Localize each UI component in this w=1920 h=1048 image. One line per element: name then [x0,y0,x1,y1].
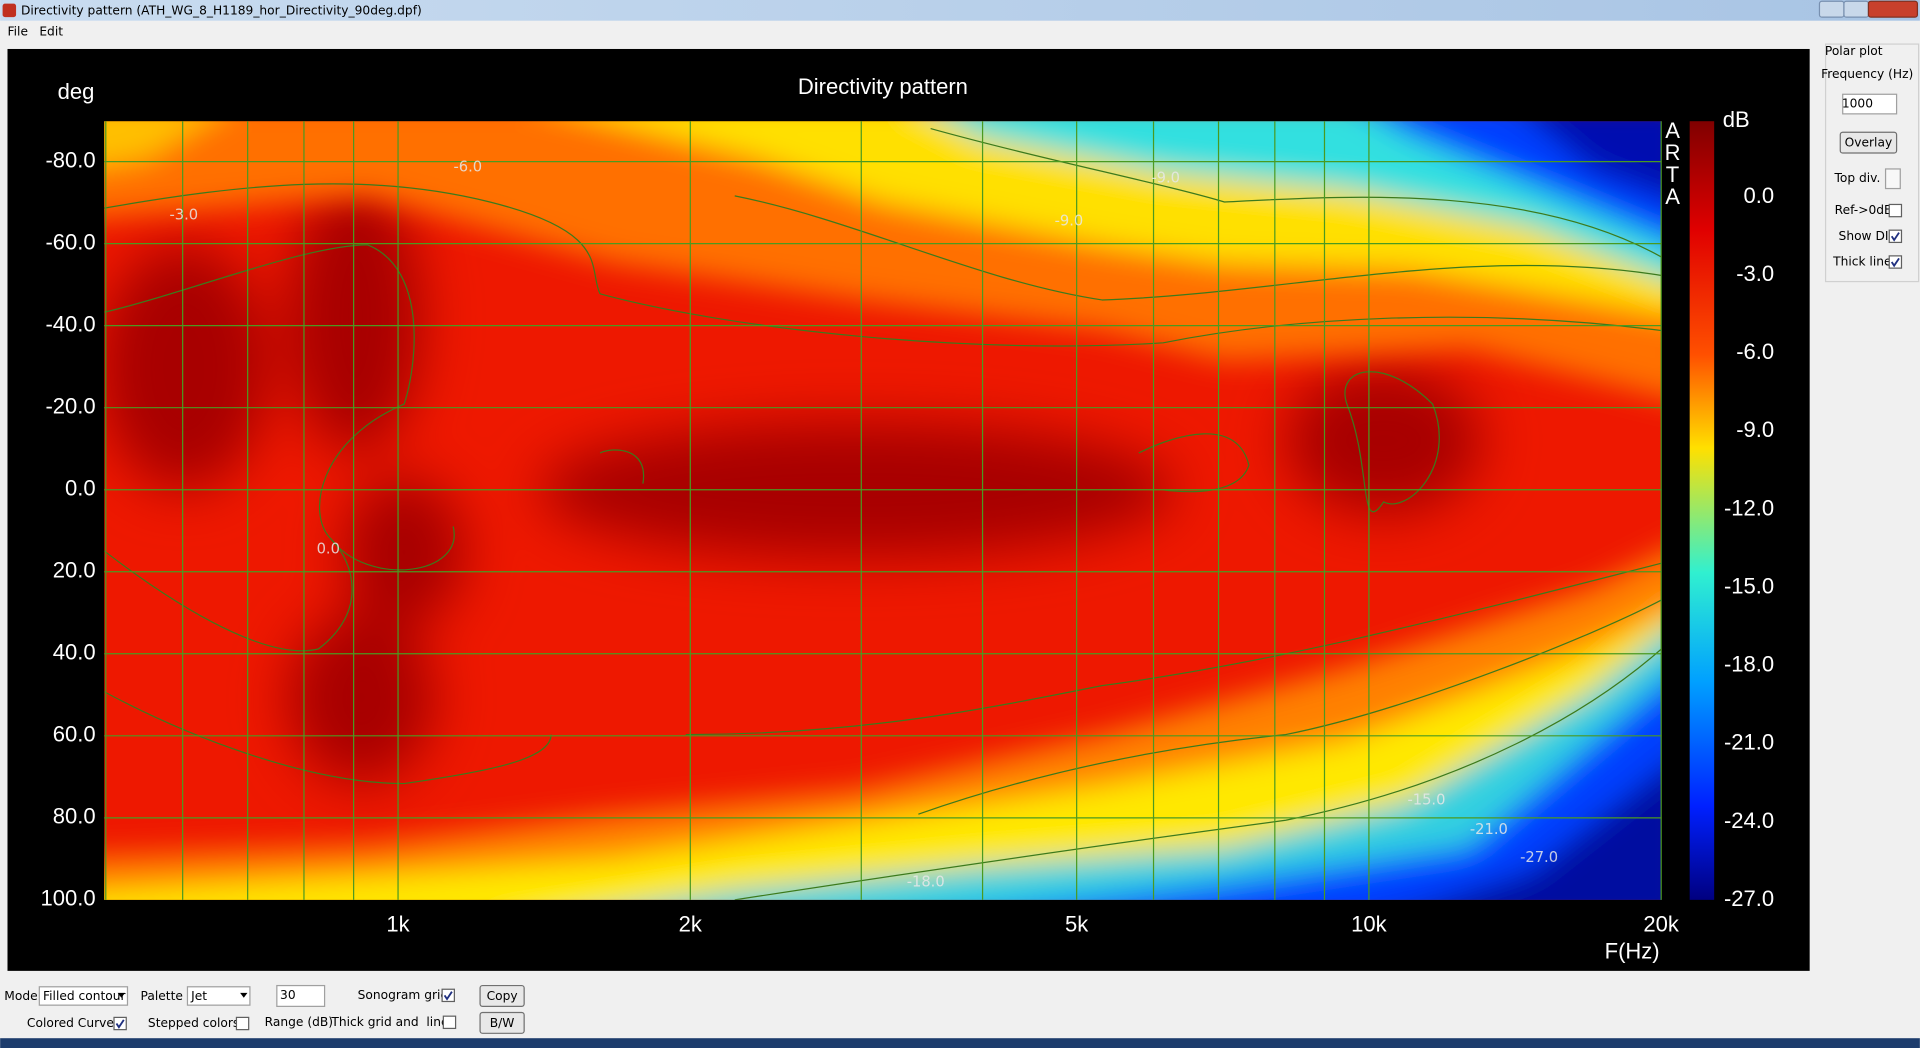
x-tick-label: 1k [386,911,410,936]
palette-select[interactable] [186,986,251,1006]
colored-curves-label: Colored Curves [27,1016,120,1030]
close-button[interactable] [1867,0,1919,18]
watermark-letter: T [1666,162,1679,187]
thick-line-label: Thick line [1832,254,1891,268]
y-tick-label: -40.0 [45,311,95,336]
sonogram-grid-label: Sonogram grid [358,988,449,1002]
contour-label: -18.0 [907,874,945,891]
top-div-label: Top div. [1833,171,1880,185]
ref-label: Ref->0dB [1835,203,1893,217]
mode-value: Filled contour [43,989,127,1003]
panel-title: Polar plot [1825,44,1883,58]
menu-file[interactable]: File [7,24,27,38]
colorbar [1689,121,1715,900]
sonogram-grid-checkbox-mark [443,991,453,1001]
colorbar-tick-label: -18.0 [1724,652,1774,677]
colorbar-unit: dB [1723,107,1750,132]
copy-button[interactable] [479,984,525,1007]
overlay-button[interactable] [1839,131,1898,154]
colorbar-tick-label: -6.0 [1736,339,1774,364]
mode-select[interactable] [38,986,129,1006]
colored-curves-checkbox-mark [115,1019,125,1029]
copy-label: Copy [487,989,518,1003]
maximize-button[interactable] [1843,0,1870,18]
plot-title: Directivity pattern [798,74,968,99]
y-axis-unit: deg [58,79,95,104]
taskbar [0,1038,1920,1048]
colorbar-tick-label: -3.0 [1736,261,1774,286]
mode-label: Mode [4,989,37,1003]
range-label: Range (dB) [265,1015,333,1029]
watermark-letter: R [1665,140,1681,165]
range-input[interactable] [276,984,326,1007]
sonogram-grid-checkbox[interactable] [441,988,455,1003]
watermark-letter: A [1665,118,1680,143]
x-axis-unit: F(Hz) [1605,938,1660,963]
colorbar-tick-label: -15.0 [1724,573,1774,598]
colored-curves-checkbox[interactable] [113,1016,127,1031]
frequency-label: Frequency (Hz) [1821,67,1913,81]
top-div-spinner[interactable] [1884,168,1901,190]
bw-label: B/W [490,1016,515,1030]
colorbar-tick-label: 0.0 [1744,183,1775,208]
colorbar-tick-label: -21.0 [1724,730,1774,755]
y-tick-label: 40.0 [53,640,96,665]
side-panel [1824,43,1920,283]
contour-label: -9.0 [1151,170,1180,187]
app-icon [2,3,17,18]
thick-line-checkbox[interactable] [1888,255,1903,269]
show-di-checkbox-mark [1890,232,1900,242]
colorbar-tick-label: -9.0 [1736,417,1774,442]
stepped-colors-label: Stepped colors [148,1016,239,1030]
x-tick-label: 2k [679,911,703,936]
stepped-colors-checkbox[interactable] [235,1016,250,1031]
colorbar-tick-label: -24.0 [1724,808,1774,833]
y-tick-label: 60.0 [53,722,96,747]
bw-button[interactable] [479,1011,525,1034]
x-tick-label: 20k [1643,911,1679,936]
menu-edit[interactable]: Edit [39,24,63,38]
contour-label: 0.0 [317,541,340,558]
dropdown-arrow [240,992,248,998]
contour-label: -9.0 [1055,213,1084,230]
x-tick-label: 5k [1065,911,1089,936]
palette-value: Jet [190,989,207,1003]
contour-label: -3.0 [169,206,198,223]
grid [104,121,1662,900]
palette-label: Palette [141,989,183,1003]
colorbar-tick-label: -12.0 [1724,495,1774,520]
heatmap [104,121,1662,900]
range-value: 30 [280,988,296,1002]
contour-label: -15.0 [1407,792,1445,809]
thick-grid-label: Thick grid and lines [330,1015,454,1029]
window-title: Directivity pattern (ATH_WG_8_H1189_hor_… [21,4,422,18]
frequency-value: 1000 [1842,97,1873,111]
menu-bar [0,20,1920,43]
minimize-button[interactable] [1818,0,1845,18]
show-di-label: Show DI [1839,229,1889,243]
colorbar-tick-label: -27.0 [1724,886,1774,911]
y-tick-label: 0.0 [65,476,96,501]
contour-label: -6.0 [453,159,482,176]
y-tick-label: -60.0 [45,229,95,254]
thick-grid-checkbox[interactable] [442,1015,457,1030]
thick-line-checkbox-mark [1890,257,1900,268]
y-tick-label: 20.0 [53,558,96,583]
y-tick-label: -80.0 [45,147,95,172]
contour-label: -27.0 [1520,849,1558,866]
ref-checkbox[interactable] [1888,203,1903,218]
watermark-letter: A [1665,184,1680,209]
title-bar [0,0,1920,21]
dropdown-arrow [117,992,126,998]
contour-label: -21.0 [1470,821,1508,838]
show-di-checkbox[interactable] [1888,229,1903,244]
overlay-label: Overlay [1845,136,1893,150]
y-tick-label: 80.0 [53,804,96,829]
frequency-input[interactable] [1842,93,1898,115]
x-tick-label: 10k [1351,911,1387,936]
y-tick-label: -20.0 [45,394,95,419]
y-tick-label: 100.0 [41,886,96,911]
